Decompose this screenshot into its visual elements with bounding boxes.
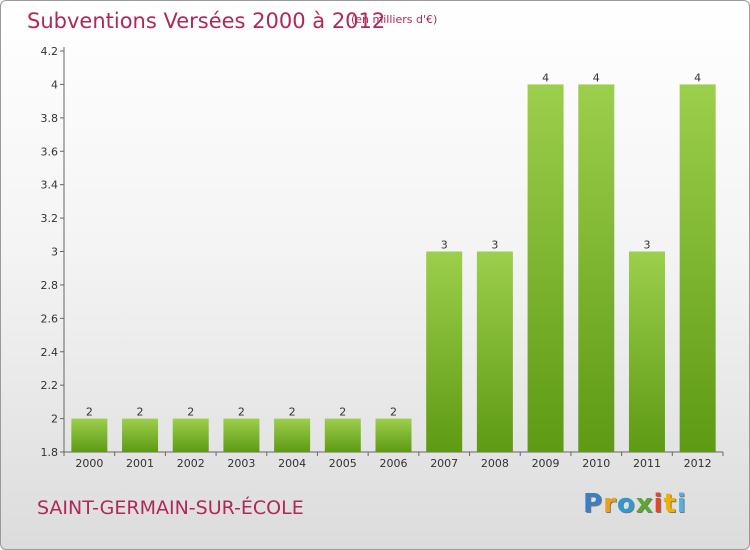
data-label-2002: 2 (187, 406, 194, 419)
bar-2001 (122, 418, 159, 452)
x-tick-label: 2009 (532, 457, 560, 470)
commune-name: SAINT-GERMAIN-SUR-ÉCOLE (37, 497, 304, 519)
x-tick-label: 2001 (126, 457, 154, 470)
bar-2011 (628, 251, 665, 452)
x-tick-label: 2008 (481, 457, 509, 470)
x-tick-label: 2000 (75, 457, 103, 470)
chart-data-labels: 2 2 2 2 2 2 2 3 3 4 4 3 4 (86, 71, 701, 418)
bar-2009 (527, 84, 564, 453)
x-tick-label: 2007 (430, 457, 458, 470)
logo-letter: i (653, 489, 664, 519)
bar-2006 (375, 418, 412, 452)
data-label-2009: 4 (542, 71, 549, 84)
y-tick-label: 2.4 (41, 346, 59, 359)
bar-2007 (426, 251, 463, 452)
x-tick-label: 2006 (380, 457, 408, 470)
logo-letter: i (676, 489, 687, 519)
bar-2010 (578, 84, 615, 453)
chart-axes: 1.8 2 2.2 2.4 2.6 2.8 3 3.2 3.4 3.6 3.8 4 4.2 2000 200… (41, 45, 724, 470)
logo-letter: r (603, 489, 617, 519)
data-label-2012: 4 (694, 71, 701, 84)
chart-subtitle: (en milliers d'€) (351, 13, 438, 26)
proxiti-logo: Proxiti (583, 489, 687, 519)
x-tick-label: 2002 (177, 457, 205, 470)
chart-bars (71, 84, 716, 453)
data-label-2003: 2 (238, 406, 245, 419)
data-label-2004: 2 (289, 406, 296, 419)
data-label-2001: 2 (137, 406, 144, 419)
y-tick-label: 2.8 (41, 279, 59, 292)
bar-2002 (172, 418, 209, 452)
bar-2008 (476, 251, 513, 452)
bar-2012 (679, 84, 716, 453)
x-tick-label: 2010 (582, 457, 610, 470)
y-tick-label: 2.2 (41, 379, 59, 392)
bar-2004 (274, 418, 311, 452)
data-label-2010: 4 (593, 71, 600, 84)
bar-2005 (324, 418, 361, 452)
bar-2003 (223, 418, 260, 452)
logo-letter: x (635, 489, 654, 519)
data-label-2000: 2 (86, 406, 93, 419)
y-tick-label: 3 (51, 246, 58, 259)
data-label-2007: 3 (441, 239, 448, 252)
y-tick-label: 1.8 (41, 446, 59, 459)
y-tick-label: 4.2 (41, 45, 59, 58)
data-label-2011: 3 (643, 239, 650, 252)
data-label-2005: 2 (339, 406, 346, 419)
logo-letter: t (663, 489, 677, 519)
x-tick-label: 2004 (278, 457, 306, 470)
chart-title: Subventions Versées 2000 à 2012 (27, 9, 386, 33)
x-tick-label: 2011 (633, 457, 661, 470)
logo-letter: o (616, 489, 636, 519)
data-label-2008: 3 (491, 239, 498, 252)
y-tick-label: 3.8 (41, 112, 59, 125)
y-tick-label: 4 (51, 78, 58, 91)
y-tick-label: 2.6 (41, 312, 59, 325)
bar-2000 (71, 418, 108, 452)
logo-letter: P (583, 489, 604, 519)
y-tick-label: 3.4 (41, 179, 59, 192)
x-tick-label: 2012 (684, 457, 712, 470)
y-tick-label: 3.2 (41, 212, 59, 225)
y-tick-label: 3.6 (41, 145, 59, 158)
x-tick-label: 2003 (227, 457, 255, 470)
y-tick-label: 2 (51, 413, 58, 426)
x-tick-label: 2005 (329, 457, 357, 470)
data-label-2006: 2 (390, 406, 397, 419)
